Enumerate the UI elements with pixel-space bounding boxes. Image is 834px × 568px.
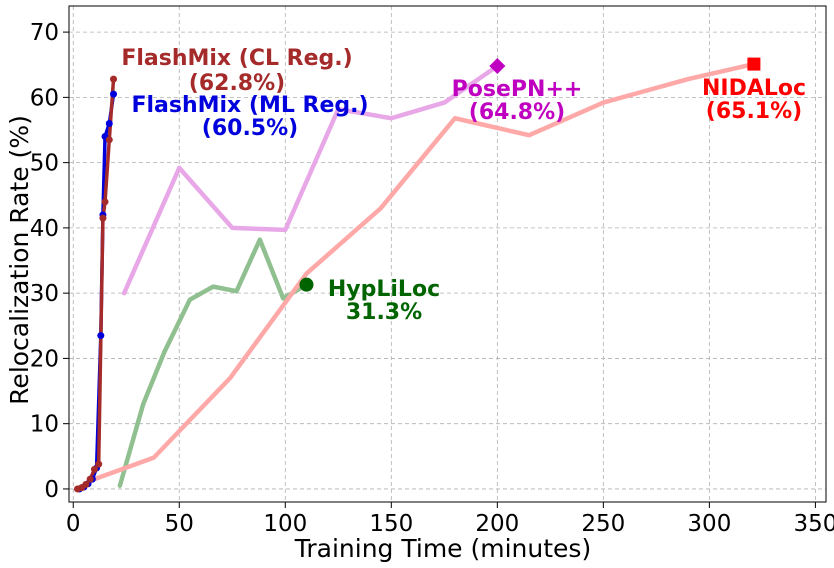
annotations: FlashMix (CL Reg.)(62.8%)FlashMix (ML Re… [121,46,806,325]
annotation-fcl: FlashMix (CL Reg.) [121,46,352,71]
y-tick-label: 50 [30,151,59,177]
annotation-pose: PosePN++ [452,77,583,102]
series-line-hyp [117,237,309,488]
end-marker-nida [747,57,761,71]
data-point-fcl [99,214,107,222]
x-tick-label: 150 [369,511,413,537]
grid-lines [69,6,826,502]
data-point-fcl [95,460,103,468]
data-point-fml [110,90,118,98]
data-point-fcl [90,465,98,473]
x-tick-label: 0 [66,511,81,537]
x-axis-title: Training Time (minutes) [294,534,591,563]
data-point-fcl [105,136,113,144]
axis-ticks: 0 50 100 150 200 250 300 350 0 10 20 30 40 50 60 70 [30,20,834,537]
annotation-fcl: (62.8%) [189,71,285,96]
end-marker-pose [489,58,506,75]
y-tick-label: 60 [30,85,59,111]
data-point-fml [105,119,113,127]
y-tick-label: 10 [30,412,59,438]
y-axis-title: Relocalization Rate (%) [5,115,34,405]
data-point-fcl [101,198,109,206]
x-tick-label: 350 [793,511,834,537]
annotation-nida: NIDALoc [702,76,806,101]
series-line-nida [92,61,757,482]
x-tick-label: 300 [687,511,731,537]
series-markers [73,57,761,493]
series-line-pose [121,63,500,296]
y-tick-label: 70 [30,20,59,46]
x-tick-label: 50 [165,511,194,537]
annotation-hyp: HypLiLoc [328,277,440,302]
y-tick-label: 40 [30,216,59,242]
y-tick-label: 20 [30,346,59,372]
x-tick-label: 100 [263,511,307,537]
data-point-fcl [86,475,94,483]
annotation-pose: (64.8%) [469,100,565,125]
data-point-fcl [82,480,90,488]
x-tick-label: 200 [475,511,519,537]
plot-frame [68,5,827,503]
y-tick-label: 30 [30,281,59,307]
annotation-fml: (60.5%) [202,116,298,141]
data-point-fcl [110,75,118,83]
x-tick-label: 250 [581,511,625,537]
annotation-hyp: 31.3% [346,300,422,325]
data-point-fml [97,332,105,340]
y-tick-label: 0 [44,477,59,503]
end-marker-hyp [299,277,314,292]
annotation-fml: FlashMix (ML Reg.) [131,93,368,118]
annotation-nida: (65.1%) [706,99,802,124]
